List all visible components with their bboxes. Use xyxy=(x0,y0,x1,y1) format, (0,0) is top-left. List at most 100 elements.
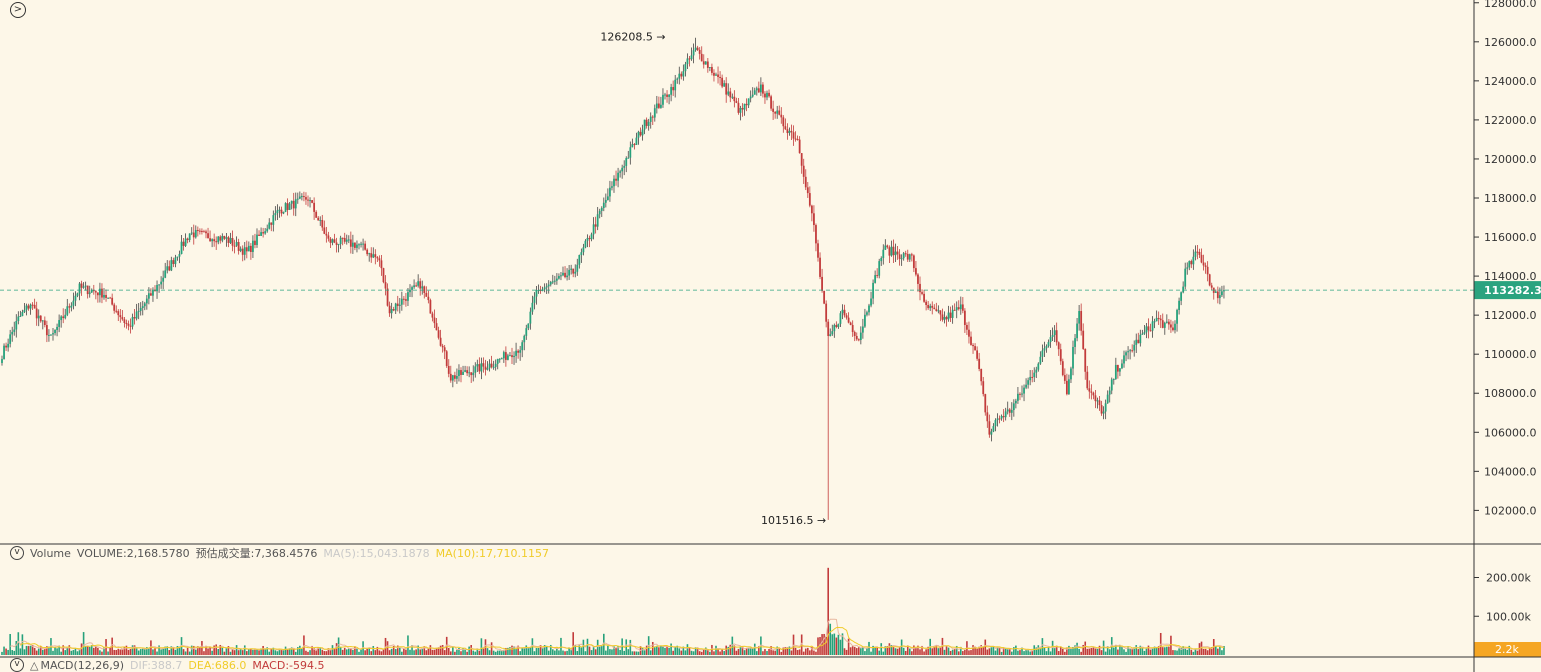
candle-body xyxy=(513,355,515,358)
candle-body xyxy=(362,243,364,245)
volume-bar xyxy=(317,647,319,655)
candle xyxy=(292,192,295,216)
candle xyxy=(329,236,332,249)
volume-bar xyxy=(855,648,858,655)
candle xyxy=(164,262,167,279)
candle-body xyxy=(296,198,299,200)
candle-body xyxy=(84,285,87,287)
candle xyxy=(917,273,919,292)
volume-bar xyxy=(254,648,256,655)
volume-bar xyxy=(868,641,870,655)
candle-body xyxy=(527,323,530,329)
candle-body xyxy=(1198,251,1201,255)
candle-body xyxy=(837,323,840,327)
candle-body xyxy=(421,286,424,289)
candle xyxy=(498,358,501,363)
volume-bar xyxy=(97,647,99,655)
candle xyxy=(298,191,301,200)
volume-bar xyxy=(284,646,287,655)
candle-body xyxy=(423,286,426,293)
candle-body xyxy=(1049,336,1052,343)
candle-body xyxy=(996,418,999,421)
candle-body xyxy=(649,116,652,122)
candle-body xyxy=(968,329,970,337)
candle xyxy=(364,240,367,251)
volume-bar xyxy=(458,648,460,655)
candle xyxy=(629,141,632,165)
candle-body xyxy=(170,260,173,271)
candle xyxy=(551,274,554,285)
candle-body xyxy=(1104,403,1107,412)
candle xyxy=(52,328,54,341)
candle-body xyxy=(1063,375,1066,381)
candle xyxy=(221,233,224,243)
chevron-right-icon[interactable]: > xyxy=(10,2,26,18)
candle-body xyxy=(351,242,354,247)
volume-bar xyxy=(898,647,901,655)
candle-body xyxy=(498,358,501,360)
candle-body xyxy=(562,272,564,276)
candle-body xyxy=(400,298,403,305)
candle-body xyxy=(515,350,517,356)
candle-body xyxy=(380,260,383,269)
price-pane[interactable]: 126208.5 →101516.5 →113282.3 xyxy=(0,31,1541,527)
chevron-down-icon[interactable]: v xyxy=(10,546,24,560)
volume-bar xyxy=(166,646,169,655)
candle-body xyxy=(1031,376,1034,378)
candle xyxy=(335,237,338,253)
volume-bar xyxy=(970,650,972,655)
volume-bar xyxy=(627,649,630,655)
volume-bar xyxy=(1019,650,1021,655)
volume-bar xyxy=(223,651,226,655)
candle-body xyxy=(551,281,554,283)
candle xyxy=(241,245,244,262)
candle-body xyxy=(1192,256,1195,265)
candle xyxy=(1139,329,1142,347)
candle-body xyxy=(186,238,189,240)
candle xyxy=(631,138,634,148)
bell-icon[interactable]: △ xyxy=(30,658,39,672)
volume-bar xyxy=(129,648,132,655)
volume-bar xyxy=(631,651,634,655)
volume-bar xyxy=(107,651,109,655)
candle xyxy=(1216,286,1219,304)
candle-body xyxy=(698,49,701,54)
candle xyxy=(555,273,558,285)
candle-body xyxy=(1214,291,1217,293)
candle-body xyxy=(529,311,532,324)
candle xyxy=(735,97,738,104)
candle xyxy=(1198,248,1201,258)
volume-bar xyxy=(9,634,11,655)
chevron-down-icon[interactable]: v xyxy=(10,658,24,672)
candle-body xyxy=(694,47,697,51)
candle xyxy=(955,301,958,319)
volume-bar xyxy=(582,639,585,655)
volume-bar xyxy=(809,650,811,655)
candle-body xyxy=(1221,291,1223,296)
volume-bar xyxy=(103,647,105,655)
candle-body xyxy=(256,234,258,245)
volume-bar xyxy=(556,646,558,655)
volume-bar xyxy=(902,647,905,655)
volume-bar xyxy=(176,646,179,655)
candle-body xyxy=(780,114,783,118)
candle-body xyxy=(613,178,615,187)
candle-body xyxy=(245,247,248,252)
candle-body xyxy=(1200,254,1203,263)
candle xyxy=(319,216,322,226)
volume-bar xyxy=(229,651,232,655)
volume-bar xyxy=(315,650,317,655)
candle xyxy=(380,254,383,276)
candle-body xyxy=(1029,376,1032,381)
candle-body xyxy=(1141,333,1144,335)
volume-bar xyxy=(778,647,781,655)
volume-bar xyxy=(684,650,687,655)
volume-value: VOLUME:2,168.5780 xyxy=(76,546,190,560)
candle xyxy=(390,302,393,319)
volume-pane[interactable]: 2.2k xyxy=(1,567,1541,657)
candle-body xyxy=(1065,380,1068,395)
candle xyxy=(284,202,287,213)
candle-body xyxy=(1127,351,1129,353)
volume-bar xyxy=(203,651,205,655)
